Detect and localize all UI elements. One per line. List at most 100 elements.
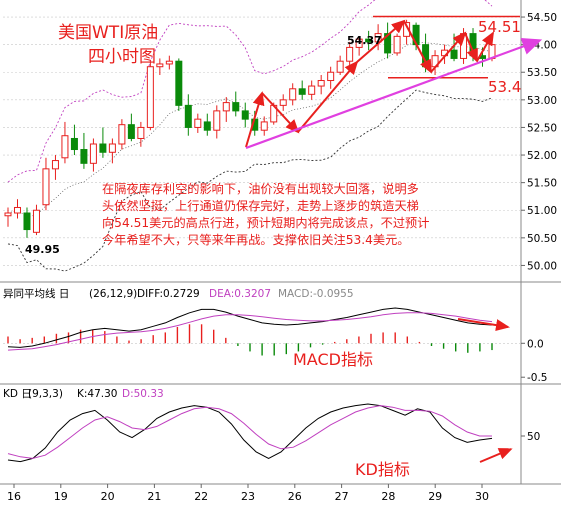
macd-trend-arrow [457, 318, 510, 332]
candle [374, 24, 382, 51]
kd-d-line [7, 405, 492, 459]
y-tick-label: 51.00 [527, 205, 557, 217]
candle [99, 127, 107, 158]
candle-body [213, 110, 221, 131]
candle-body [365, 38, 373, 43]
candle [317, 75, 325, 95]
candle [137, 121, 145, 147]
trend-arrow [245, 91, 265, 148]
candle [393, 33, 401, 56]
y-tick-label: 54.00 [527, 40, 557, 52]
macd-header-title: 异同平均线 日 [3, 287, 69, 300]
candle [23, 207, 31, 238]
bollinger-bands [7, 0, 493, 272]
x-axis: 16 19 20 21 22 23 26 27 28 29 30 [7, 484, 489, 503]
x-tick-label: 26 [288, 490, 302, 503]
candle-body [118, 124, 126, 145]
commentary-line-3: 向54.51美元的高点行进，预计短期内将完成该点，不过预计 [102, 215, 429, 230]
candle [222, 97, 230, 122]
candle [156, 58, 164, 75]
chart-title-line1: 美国WTI原油 [58, 23, 158, 43]
y-tick-label: 50.00 [527, 260, 557, 272]
candle-body [175, 60, 183, 106]
y-tick-label: 53.50 [527, 67, 557, 79]
candle [384, 22, 392, 59]
y-tick-label: 54.50 [527, 12, 557, 24]
candle-body [308, 85, 316, 95]
candle [298, 80, 306, 100]
candle-body [99, 143, 107, 153]
macd-dea-line [7, 312, 493, 351]
candle-body [393, 35, 401, 54]
panel-frames [0, 0, 561, 485]
candle [42, 157, 50, 211]
macd-lines [7, 307, 510, 351]
main-y-axis: 50.00 50.50 51.00 51.50 52.00 52.50 53.00 53.50… [521, 12, 557, 272]
candle [70, 124, 78, 156]
x-tick-label: 27 [335, 490, 349, 503]
candle [80, 132, 88, 169]
candle [13, 199, 21, 219]
candle-body [346, 46, 354, 62]
kd-lines [7, 403, 513, 463]
commentary-line-2: 头依然坚挺，上行通道仍保存完好，走势上逐步的筑造天梯 [102, 198, 419, 213]
candle-body [146, 66, 154, 128]
candle-body [32, 209, 40, 233]
candle-body [203, 121, 211, 131]
candle [289, 83, 297, 106]
candle [32, 204, 40, 236]
x-tick-label: 28 [381, 490, 395, 503]
y-tick-label: 53.00 [527, 95, 557, 107]
x-tick-label: 30 [475, 490, 489, 503]
candle-body [298, 88, 306, 95]
y-tick-label: 50 [527, 431, 540, 443]
candle [232, 91, 240, 117]
candle-body [241, 110, 249, 120]
kd-header-title: KD 日 [3, 388, 32, 400]
candle-body [260, 121, 268, 131]
trend-overlays [245, 15, 543, 150]
candle [184, 94, 192, 136]
y-tick-label: -0.5 [527, 372, 548, 384]
macd-y-axis: 0.0 -0.5 [3, 338, 548, 384]
macd-dea-value: DEA:0.3207 [209, 288, 271, 300]
y-tick-label: 50.50 [527, 233, 557, 245]
candle [241, 102, 249, 128]
candle-body [355, 38, 363, 48]
macd-histogram-value: MACD:-0.0955 [278, 288, 354, 300]
trend-arrow [261, 92, 300, 134]
x-tick-label: 19 [54, 490, 68, 503]
trend-arrow [430, 31, 467, 73]
candle [336, 55, 344, 75]
candle [108, 138, 116, 164]
candle-body [165, 60, 173, 65]
y-tick-label: 52.50 [527, 122, 557, 134]
candle-body [70, 137, 78, 151]
bollinger-middle-line [7, 41, 493, 218]
candle [365, 30, 373, 51]
chart-title-line2: 四小时图 [88, 47, 156, 67]
high-price-label: 54.37 [347, 34, 382, 47]
candle-body [80, 149, 88, 164]
commentary-block: 在隔夜库存利空的影响下，油价没有出现较大回落，说明多 头依然坚挺，上行通道仍保存… [102, 181, 429, 247]
candle-body [279, 99, 287, 106]
candle-body [336, 60, 344, 73]
x-tick-label: 29 [428, 490, 442, 503]
candle [355, 36, 363, 56]
candle [51, 155, 59, 180]
trend-arrow [476, 31, 494, 62]
trend-arrow [403, 20, 432, 74]
trend-arrow [464, 32, 478, 63]
candle [279, 94, 287, 111]
x-tick-label: 21 [147, 490, 161, 503]
candle [118, 119, 126, 150]
kd-k-value: K:47.30 [77, 388, 117, 400]
candle-body [384, 33, 392, 54]
candle [61, 121, 69, 164]
macd-dif-value: DIFF:0.2729 [137, 288, 200, 300]
candle-body [61, 135, 69, 159]
candle [260, 116, 268, 136]
commentary-line-4: 今年希望不大，只等来年再战。支撑依旧关注53.4美元。 [102, 232, 409, 247]
candle [127, 113, 135, 142]
